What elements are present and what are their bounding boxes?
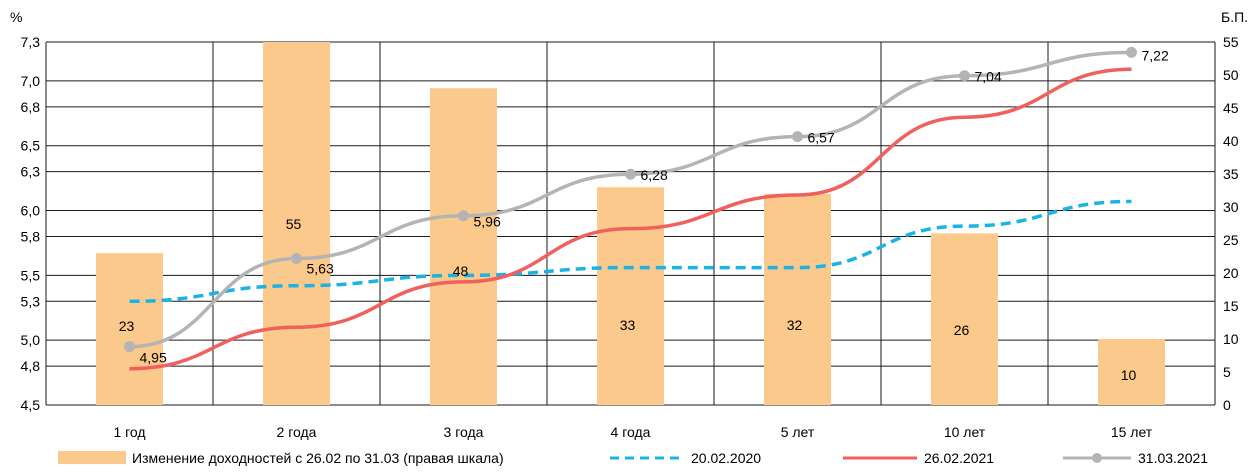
left-tick-label: 6,5 <box>21 138 41 154</box>
bar <box>96 253 163 405</box>
line-value-label: 6,57 <box>808 130 835 146</box>
line-value-label: 5,96 <box>474 214 501 230</box>
bar <box>931 233 998 405</box>
line-value-label: 7,22 <box>1142 47 1169 63</box>
left-tick-label: 5,3 <box>21 293 41 309</box>
line-series <box>124 46 1137 371</box>
x-axis: 1 год 2 года 3 года 4 года 5 лет 10 лет 15 лет <box>113 424 1152 440</box>
series-marker <box>291 253 302 265</box>
bar <box>1098 339 1165 405</box>
category-label: 2 года <box>277 424 317 440</box>
bar-value-label: 10 <box>1121 367 1137 383</box>
series-marker <box>458 210 469 222</box>
category-label: 15 лет <box>1111 424 1153 440</box>
left-tick-label: 5,0 <box>21 332 41 348</box>
line-value-label: 6,28 <box>641 167 668 183</box>
right-tick-label: 30 <box>1223 199 1239 215</box>
left-axis-unit: % <box>10 9 22 25</box>
right-tick-label: 25 <box>1223 232 1239 248</box>
right-axis-unit: Б.П. <box>1221 9 1248 25</box>
right-tick-label: 15 <box>1223 298 1239 314</box>
right-tick-label: 10 <box>1223 331 1239 347</box>
bar-value-label: 23 <box>119 318 135 334</box>
series-marker <box>124 341 135 353</box>
line-value-label: 4,95 <box>140 350 167 366</box>
bar-series <box>96 42 1165 405</box>
legend-label-20-02-2020: 20.02.2020 <box>691 450 761 466</box>
bar <box>430 88 497 405</box>
right-tick-label: 35 <box>1223 166 1239 182</box>
bar-value-label: 32 <box>787 317 803 333</box>
series-line-20-02-2020 <box>129 199 1132 304</box>
legend-marker-31-03-2021 <box>1092 453 1102 463</box>
category-label: 5 лет <box>781 424 815 440</box>
series-marker <box>625 168 636 180</box>
left-tick-label: 7,0 <box>21 73 41 89</box>
bar <box>263 42 330 405</box>
series-line-26-02-2021 <box>129 67 1132 371</box>
left-tick-label: 6,0 <box>21 203 41 219</box>
left-tick-label: 6,8 <box>21 99 41 115</box>
series-marker <box>1126 46 1137 58</box>
data-labels: 23 55 48 33 32 26 10 4,95 5,63 5,96 6,28 6,57 7,04 7,… <box>119 47 1169 383</box>
left-tick-label: 7,3 <box>21 34 41 50</box>
right-tick-label: 20 <box>1223 265 1239 281</box>
legend-label-26-02-2021: 26.02.2021 <box>924 450 994 466</box>
category-label: 3 года <box>444 424 484 440</box>
bar-value-label: 26 <box>954 322 970 338</box>
bar-value-label: 55 <box>286 216 302 232</box>
category-label: 1 год <box>113 424 145 440</box>
left-axis: 4,5 4,8 5,0 5,3 5,5 5,8 6,0 6,3 6,5 6,8 7,0 7,3 <box>21 34 41 413</box>
series-marker <box>959 70 970 82</box>
category-label: 10 лет <box>944 424 986 440</box>
right-tick-label: 45 <box>1223 100 1239 116</box>
right-tick-label: 40 <box>1223 133 1239 149</box>
bar-value-label: 33 <box>620 317 636 333</box>
left-tick-label: 5,5 <box>21 267 41 283</box>
right-tick-label: 55 <box>1223 34 1239 50</box>
left-tick-label: 4,8 <box>21 358 41 374</box>
right-axis: 0 5 10 15 20 25 30 35 40 45 50 55 <box>1223 34 1239 413</box>
right-tick-label: 50 <box>1223 67 1239 83</box>
left-tick-label: 6,3 <box>21 164 41 180</box>
legend-swatch-bars <box>58 451 126 464</box>
line-value-label: 5,63 <box>307 261 334 277</box>
series-marker <box>792 131 803 143</box>
legend-label-31-03-2021: 31.03.2021 <box>1138 450 1208 466</box>
right-tick-label: 0 <box>1223 397 1231 413</box>
bar <box>597 187 664 405</box>
left-tick-label: 5,8 <box>21 228 41 244</box>
bar-value-label: 48 <box>453 263 469 279</box>
bar <box>764 193 831 405</box>
category-label: 4 года <box>611 424 651 440</box>
line-value-label: 7,04 <box>975 69 1002 85</box>
legend-label-bars: Изменение доходностей с 26.02 по 31.03 (… <box>132 450 504 466</box>
left-tick-label: 4,5 <box>21 397 41 413</box>
legend: Изменение доходностей с 26.02 по 31.03 (… <box>58 450 1208 466</box>
right-tick-label: 5 <box>1223 364 1231 380</box>
